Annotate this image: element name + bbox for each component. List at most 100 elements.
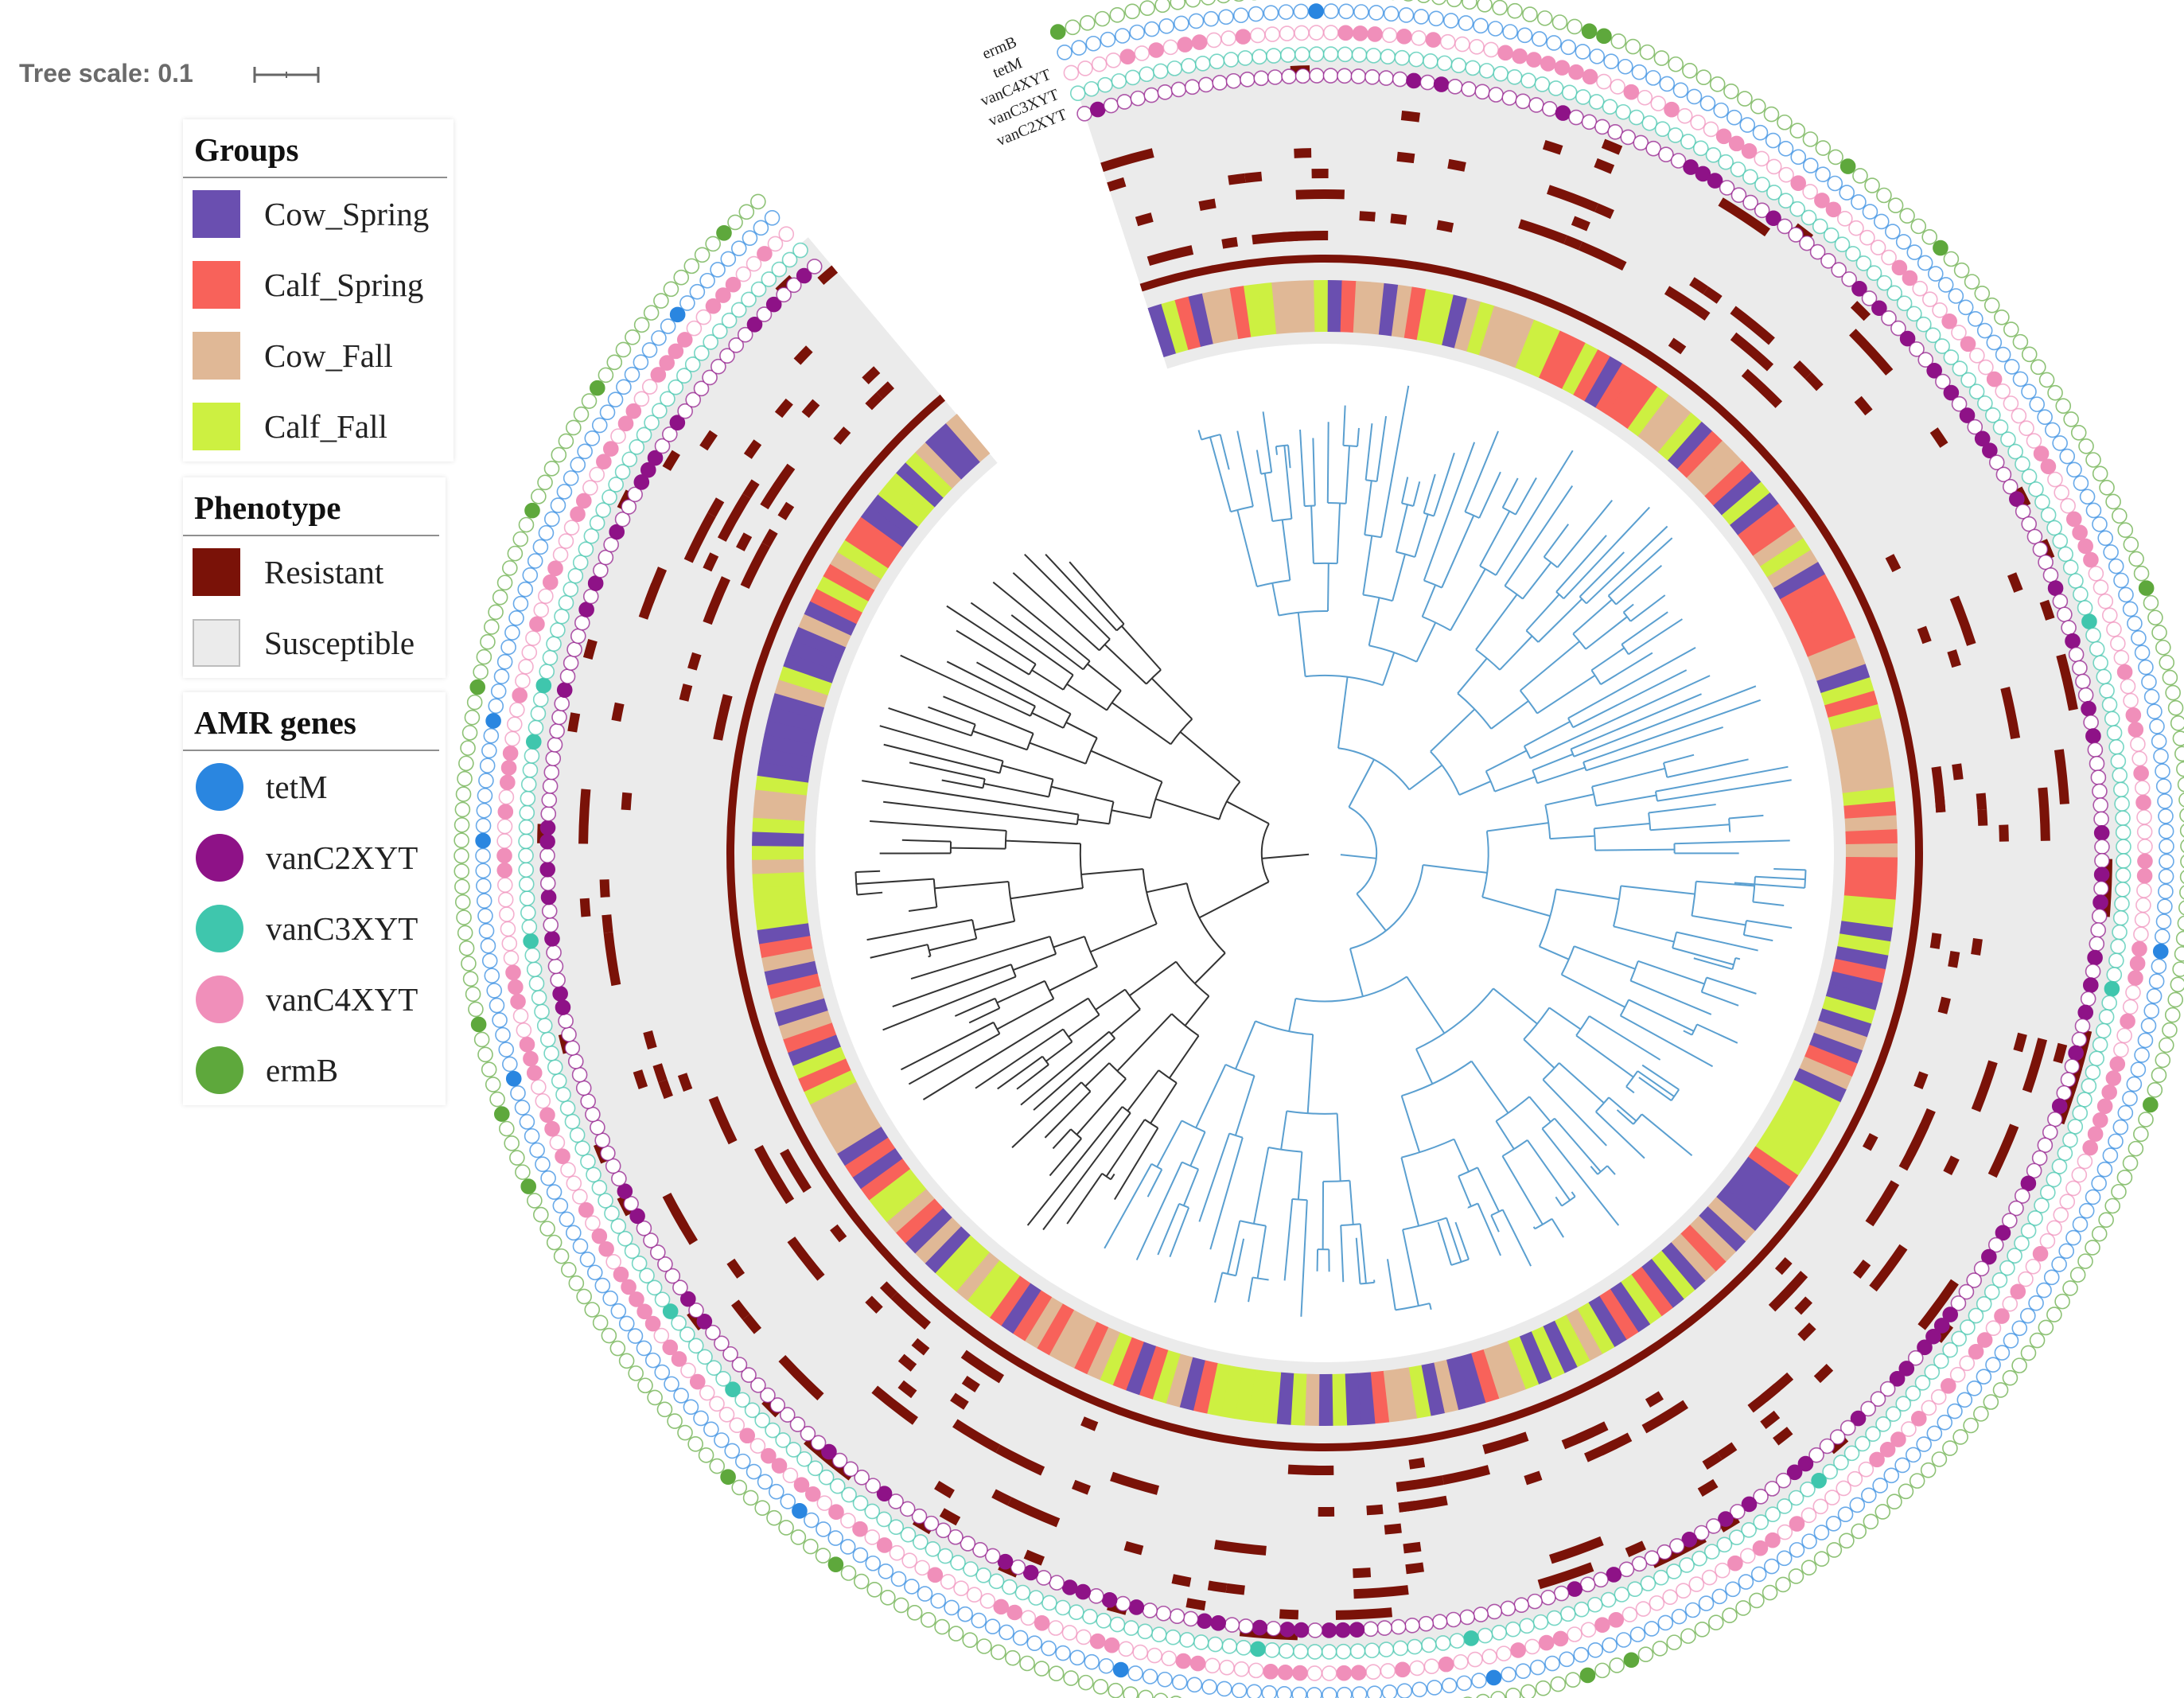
group-segment: [1715, 1186, 1765, 1232]
gene-dot: [1707, 173, 1723, 189]
legend-phenotype-title: Phenotype: [183, 477, 439, 536]
gene-dot: [1085, 35, 1102, 52]
branch: [1620, 1015, 1714, 1068]
gene-dot: [1364, 69, 1380, 85]
group-segment: [905, 452, 953, 498]
gene-dot: [2042, 567, 2059, 583]
gene-dot: [654, 1364, 671, 1381]
gene-dot: [1394, 49, 1411, 66]
gene-dot: [679, 295, 695, 311]
gene-dot: [853, 1573, 870, 1590]
branch: [1016, 1064, 1049, 1090]
gene-dot: [1977, 395, 1993, 411]
gene-dot: [806, 259, 823, 275]
gene-dot: [1392, 1640, 1409, 1657]
gene-dot: [594, 1277, 611, 1294]
gene-dot: [2085, 728, 2101, 744]
resistant-mark: [1436, 220, 1454, 233]
branch: [1415, 621, 1437, 663]
group-segment: [1773, 562, 1826, 600]
gene-dot: [1528, 97, 1544, 113]
branch: [1499, 635, 1533, 671]
gene-dot: [2002, 1369, 2019, 1386]
gene-dot: [1236, 1640, 1252, 1656]
gene-dot: [1020, 1610, 1037, 1626]
gene-dot: [540, 1170, 556, 1186]
gene-dot: [1532, 31, 1547, 47]
gene-dot: [477, 1046, 493, 1063]
gene-dot: [1995, 1225, 2011, 1241]
gene-dot: [935, 1522, 952, 1539]
gene-dot: [2085, 627, 2101, 644]
gene-dot: [950, 1555, 966, 1571]
gene-dot: [2158, 808, 2174, 824]
gene-dot: [542, 574, 559, 590]
gene-dot: [1692, 1550, 1707, 1567]
branch-arc: [1121, 1106, 1131, 1114]
gene-dot: [610, 1303, 627, 1319]
gene-dot: [963, 1561, 979, 1577]
gene-dot: [2101, 995, 2117, 1011]
gene-dot: [500, 760, 517, 776]
gene-dot: [1921, 229, 1937, 245]
group-segment: [1433, 1359, 1459, 1414]
gene-dot: [541, 792, 558, 808]
branch: [1583, 699, 1762, 763]
gene-dot: [2134, 780, 2151, 796]
gene-dot: [592, 1314, 609, 1331]
gene-dot: [1729, 1504, 1746, 1520]
gene-dot: [657, 1256, 673, 1272]
gene-dot: [1206, 32, 1222, 49]
group-segment: [810, 588, 863, 625]
gene-dot: [1453, 1653, 1469, 1670]
group-segment: [1671, 1233, 1716, 1282]
gene-dot: [1502, 24, 1518, 40]
gene-dot: [1850, 1410, 1867, 1427]
group-segment: [1781, 1091, 1835, 1128]
gene-dot: [1741, 1496, 1758, 1513]
group-segment: [1458, 1353, 1486, 1407]
gene-dot: [1128, 1599, 1145, 1615]
gene-dot: [543, 461, 560, 477]
gene-dot: [1715, 1562, 1730, 1579]
gene-dot: [2103, 544, 2119, 560]
gene-dot: [493, 1106, 510, 1122]
legend-amr-genes: AMR genes tetM vanC2XYT vanC3XYT vanC4XY…: [183, 692, 446, 1105]
gene-dot: [2081, 1078, 2097, 1094]
gene-dot: [575, 1080, 592, 1096]
group-segment: [1234, 1367, 1256, 1421]
gene-dot: [2106, 967, 2123, 983]
branch: [883, 743, 1000, 774]
gene-dot: [1380, 49, 1396, 64]
gene-dot: [792, 242, 808, 259]
gene-dot: [1337, 25, 1354, 41]
gene-dot: [556, 682, 573, 698]
gene-dot: [948, 1529, 964, 1545]
gene-dot: [810, 1435, 827, 1451]
gene-dot: [1179, 1632, 1195, 1648]
gene-dot: [2179, 885, 2184, 900]
branch-arc: [1613, 886, 1622, 927]
gene-dot: [680, 1362, 696, 1379]
group-segment: [1802, 624, 1856, 658]
branch: [1010, 614, 1084, 671]
branch: [1672, 947, 1734, 966]
gene-dot: [1462, 0, 1477, 10]
group-segment: [925, 1225, 971, 1274]
gene-dot: [828, 1504, 844, 1521]
gene-dot: [1629, 109, 1645, 126]
gene-dot: [1034, 1615, 1050, 1631]
gene-dot: [1709, 76, 1726, 92]
gene-dot: [1960, 336, 1976, 352]
branch-arc: [1629, 960, 1639, 981]
gene-dot: [1406, 72, 1422, 89]
gene-dot: [2108, 1133, 2124, 1150]
gene-dot: [504, 625, 520, 641]
gene-dot: [1158, 18, 1175, 34]
gene-dot: [901, 1552, 917, 1568]
legend-label: Susceptible: [264, 624, 415, 661]
gene-dot: [1277, 1665, 1294, 1680]
gene-dot: [458, 940, 475, 956]
gene-dot: [2082, 1139, 2098, 1156]
resistant-mark: [662, 450, 680, 471]
